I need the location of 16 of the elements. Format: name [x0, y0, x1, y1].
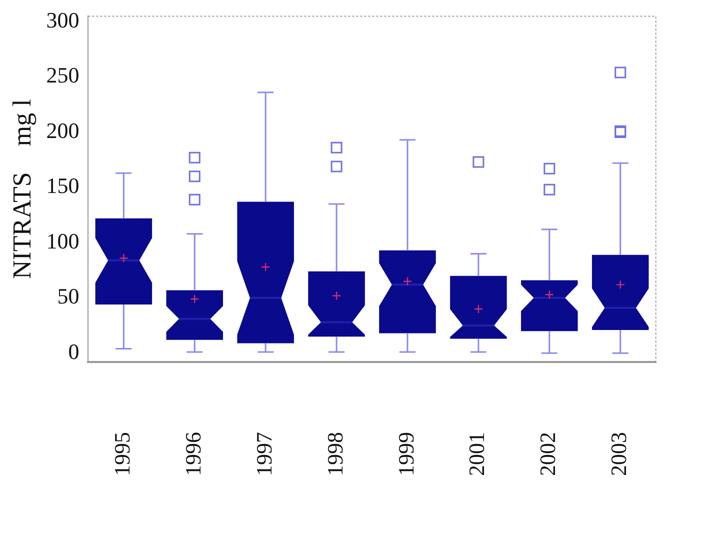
y-tick-label: 200	[46, 118, 80, 143]
y-tick-label: 300	[46, 8, 80, 33]
y-axis-title: NITRATS mg l	[7, 99, 36, 280]
y-tick-label: 250	[46, 62, 80, 88]
x-tick-label: 1997	[251, 432, 276, 476]
y-tick-label: 50	[57, 284, 80, 309]
y-tick-label: 100	[46, 228, 80, 254]
y-tick-label: 150	[46, 173, 80, 198]
x-tick-label: 1996	[180, 432, 206, 476]
y-tick-label: 0	[68, 338, 80, 364]
x-tick-label: 2001	[464, 432, 490, 476]
x-tick-label: 2002	[535, 432, 560, 476]
x-tick-label: 1998	[322, 432, 348, 476]
x-tick-label: 2003	[606, 432, 632, 476]
x-tick-label: 1999	[393, 432, 418, 476]
x-tick-label: 1995	[109, 432, 134, 476]
